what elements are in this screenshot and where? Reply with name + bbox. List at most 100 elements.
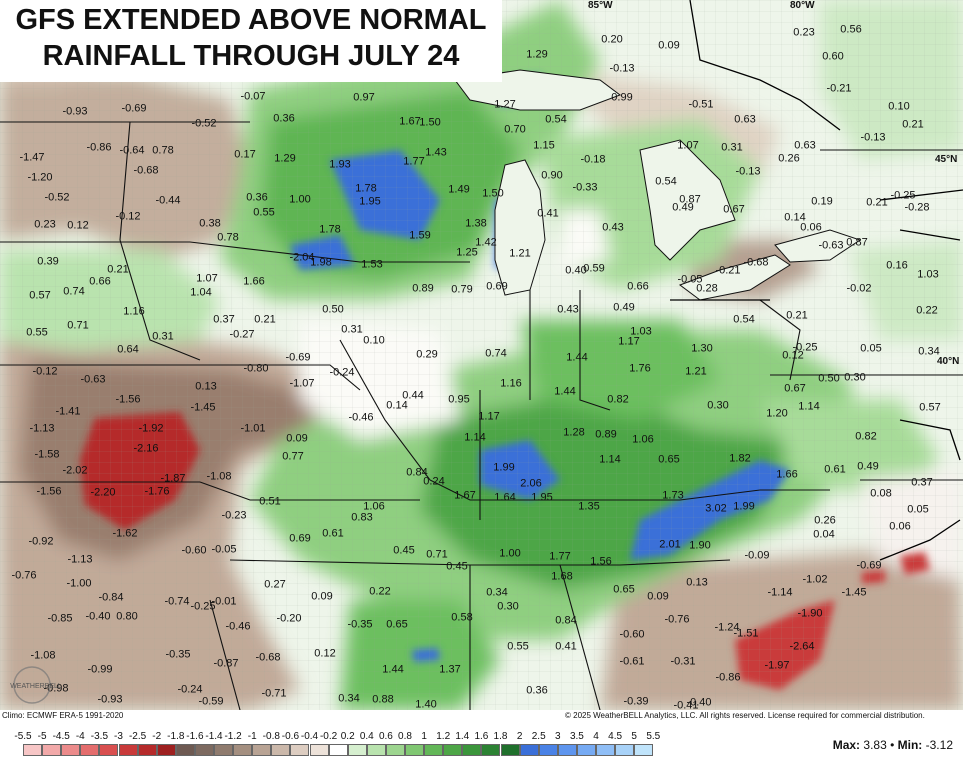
- anomaly-value: -1.97: [764, 659, 790, 672]
- anomaly-value: 1.27: [494, 98, 516, 111]
- anomaly-value: 1.25: [456, 246, 478, 259]
- anomaly-value: 0.60: [822, 50, 844, 63]
- rainfall-anomaly-map: 1.29 0.20 0.09 0.23 0.56 0.60 -0.21 -0.13 0.99 1.…: [0, 0, 963, 710]
- anomaly-value: 0.31: [152, 330, 174, 343]
- legend-tick-label: 3: [555, 731, 561, 742]
- anomaly-value: 1.64: [494, 491, 516, 504]
- anomaly-value: 0.58: [451, 611, 473, 624]
- anomaly-value: 0.59: [583, 262, 605, 275]
- legend-tick-label: -1.4: [205, 731, 223, 742]
- anomaly-value: 1.00: [289, 193, 311, 206]
- anomaly-value: 1.21: [509, 247, 531, 260]
- anomaly-value: 1.59: [409, 229, 431, 242]
- legend-tick-label: -4: [75, 731, 85, 742]
- anomaly-value: -0.05: [677, 273, 703, 286]
- anomaly-value: -0.21: [715, 264, 741, 277]
- anomaly-value: 1.98: [310, 256, 332, 269]
- anomaly-value: 0.97: [353, 91, 375, 104]
- anomaly-value: 0.55: [507, 640, 529, 653]
- copyright-note: © 2025 WeatherBELL Analytics, LLC. All r…: [565, 711, 925, 720]
- legend-color-swatch: [156, 744, 176, 756]
- anomaly-value: 1.44: [566, 351, 588, 364]
- anomaly-value: 0.57: [29, 289, 51, 302]
- anomaly-value: 1.35: [578, 500, 600, 513]
- legend-color-swatch: [175, 744, 195, 756]
- legend-tick-label: 4: [593, 731, 599, 742]
- anomaly-value: -1.14: [767, 586, 793, 599]
- latitude-label-40n: 40°N: [937, 356, 960, 367]
- legend-tick-label: 5.5: [646, 731, 661, 742]
- anomaly-value: 1.30: [691, 342, 713, 355]
- anomaly-value: 0.45: [446, 560, 468, 573]
- anomaly-value: -1.41: [55, 405, 81, 418]
- anomaly-value: 0.23: [793, 26, 815, 39]
- anomaly-value: -0.24: [177, 683, 203, 696]
- anomaly-value: 0.16: [886, 259, 908, 272]
- anomaly-value: -0.01: [211, 595, 237, 608]
- anomaly-value: 1.29: [274, 152, 296, 165]
- legend-color-swatch: [137, 744, 157, 756]
- anomaly-value: -0.35: [347, 618, 373, 631]
- anomaly-value: 0.14: [784, 211, 806, 224]
- latitude-label-45n: 45°N: [935, 154, 958, 165]
- anomaly-value: 1.49: [448, 183, 470, 196]
- anomaly-value: 1.14: [798, 400, 820, 413]
- anomaly-value: 1.77: [403, 155, 425, 168]
- anomaly-value: 0.30: [707, 399, 729, 412]
- anomaly-value: 0.95: [448, 393, 470, 406]
- legend-color-swatch: [366, 744, 386, 756]
- anomaly-value: -0.13: [735, 165, 761, 178]
- anomaly-value: -2.02: [62, 464, 88, 477]
- anomaly-value: 1.16: [500, 377, 522, 390]
- anomaly-value: 0.89: [412, 282, 434, 295]
- anomaly-value: -0.87: [213, 657, 239, 670]
- anomaly-value: 1.28: [563, 426, 585, 439]
- legend-tick-label: 1.2: [436, 731, 451, 742]
- svg-text:WEATHERBELL: WEATHERBELL: [10, 683, 62, 690]
- anomaly-value: -0.61: [619, 655, 645, 668]
- legend-tick-label: 0.6: [378, 731, 393, 742]
- anomaly-value: 0.21: [254, 313, 276, 326]
- legend-tick-label: 1.4: [455, 731, 470, 742]
- anomaly-value: -0.76: [664, 613, 690, 626]
- anomaly-value: 0.10: [363, 334, 385, 347]
- anomaly-value: -1.45: [190, 401, 216, 414]
- anomaly-value: -0.12: [32, 365, 58, 378]
- anomaly-value: 0.06: [800, 221, 822, 234]
- anomaly-value: -1.45: [841, 586, 867, 599]
- max-value: 3.83: [863, 738, 887, 752]
- anomaly-value: -0.40: [85, 610, 111, 623]
- anomaly-value: 1.07: [196, 272, 218, 285]
- anomaly-value: -1.90: [797, 607, 823, 620]
- anomaly-value: 2.01: [659, 538, 681, 551]
- anomaly-value: 0.71: [67, 319, 89, 332]
- anomaly-value: -0.13: [860, 131, 886, 144]
- anomaly-value: 1.03: [630, 325, 652, 338]
- anomaly-value: 0.89: [595, 428, 617, 441]
- anomaly-value: -1.20: [27, 171, 53, 184]
- title-box: GFS EXTENDED ABOVE NORMAL RAINFALL THROU…: [0, 0, 502, 82]
- anomaly-value: 0.67: [784, 382, 806, 395]
- anomaly-value: -1.07: [289, 377, 315, 390]
- anomaly-value: 0.27: [264, 578, 286, 591]
- anomaly-value: -0.44: [155, 194, 181, 207]
- anomaly-value: 0.23: [34, 218, 56, 231]
- legend-tick-label: -0.4: [300, 731, 319, 742]
- anomaly-value: 0.69: [289, 532, 311, 545]
- anomaly-value: -0.13: [609, 62, 635, 75]
- anomaly-value: -0.76: [11, 569, 37, 582]
- legend-color-swatch: [290, 744, 310, 756]
- anomaly-value: -2.20: [90, 486, 116, 499]
- anomaly-value: 0.49: [857, 460, 879, 473]
- anomaly-value: 0.74: [63, 285, 85, 298]
- legend-color-swatch: [271, 744, 291, 756]
- anomaly-value: 0.80: [116, 610, 138, 623]
- anomaly-value: -0.18: [580, 153, 606, 166]
- anomaly-value: -0.35: [165, 648, 191, 661]
- anomaly-value: 0.78: [217, 231, 239, 244]
- legend-tick-label: 1: [421, 731, 427, 742]
- anomaly-value: -1.08: [30, 649, 56, 662]
- legend-color-swatch: [80, 744, 100, 756]
- anomaly-value: 1.21: [685, 365, 707, 378]
- anomaly-value: -0.25: [890, 189, 916, 202]
